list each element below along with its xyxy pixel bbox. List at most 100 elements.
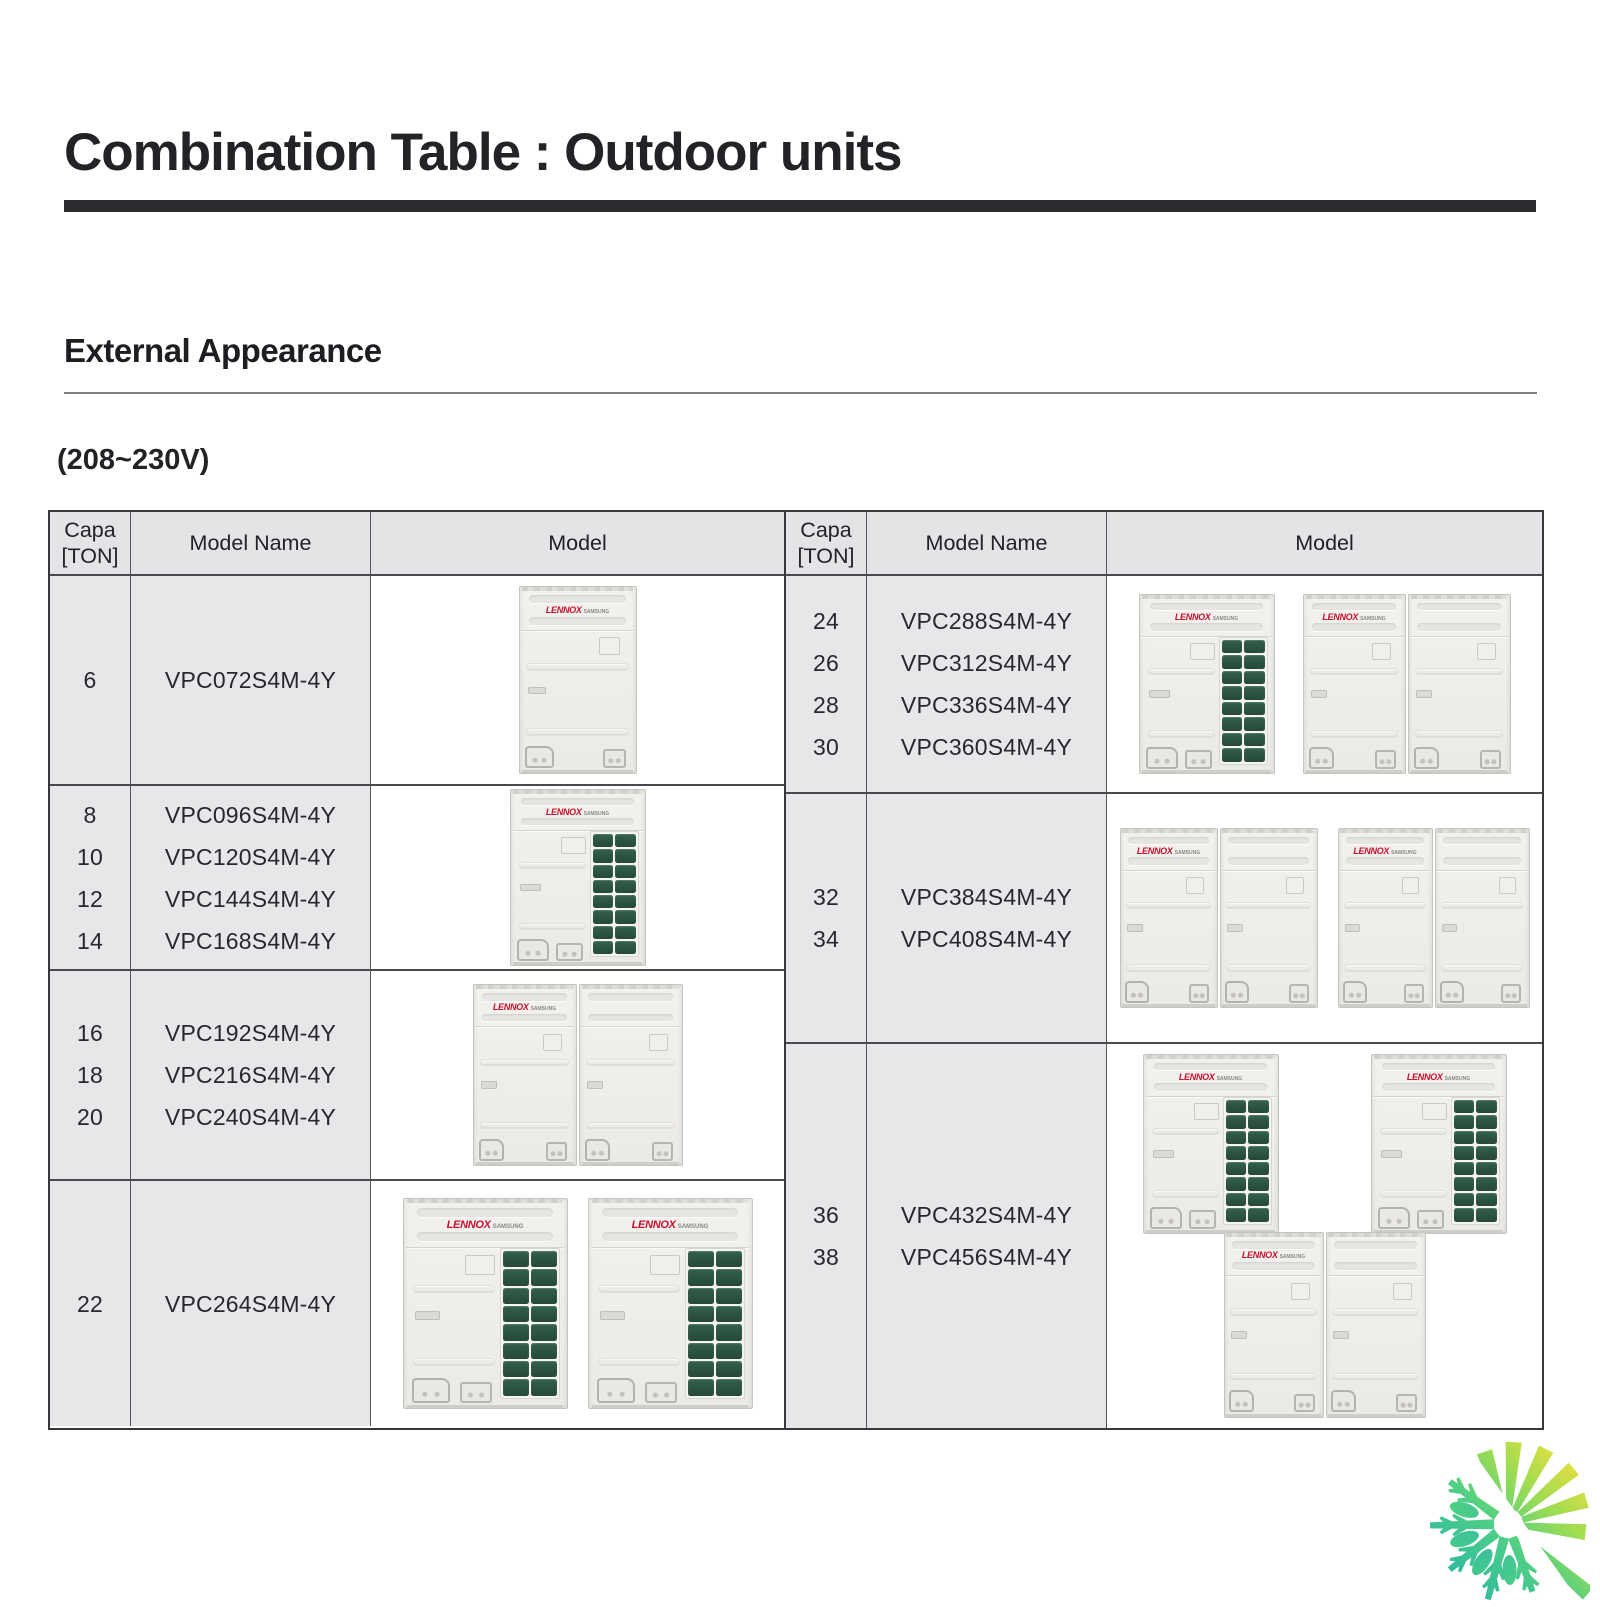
outdoor-unit <box>1434 828 1530 1008</box>
panel-ridge <box>518 861 586 869</box>
outdoor-unit-with-grille: LENNOX SAMSUNG <box>1142 1054 1279 1234</box>
grille-cell <box>502 1379 529 1396</box>
panel-handle <box>527 686 546 695</box>
grille-cell <box>1244 717 1266 731</box>
outdoor-unit: LENNOX SAMSUNG <box>472 984 577 1166</box>
grille-cell <box>530 1306 557 1323</box>
access-panel <box>1285 877 1305 895</box>
model-name: VPC288S4M-4Y <box>900 608 1073 634</box>
table-row: 32 34 VPC384S4M-4Y VPC408S4M-4Y LENNOX SAMSUN… <box>786 792 1542 1042</box>
samsung-logo: SAMSUNG <box>677 1223 709 1230</box>
grille-cell <box>1225 1177 1247 1191</box>
model-image-cell: LENNOX SAMSUNG <box>370 786 784 969</box>
grille-cell <box>715 1269 742 1286</box>
grille-cell <box>1225 1115 1247 1129</box>
model-name: VPC336S4M-4Y <box>900 692 1073 718</box>
capacity-value: 32 <box>813 884 839 910</box>
capacity-cell: 8 10 12 14 <box>50 786 130 969</box>
pipe-connection <box>1396 1393 1417 1413</box>
grille-cell <box>592 895 614 909</box>
panel-ridge <box>1379 1190 1447 1198</box>
unit-combination-image: LENNOX SAMSUNG <box>472 984 683 1166</box>
grille-cell <box>1476 1146 1498 1160</box>
grille-cell <box>530 1269 557 1286</box>
fan-deck <box>1122 829 1215 833</box>
pipe-connection <box>1125 980 1150 1003</box>
vent-slot <box>1128 837 1209 845</box>
grille-cell <box>1476 1099 1498 1114</box>
model-name: VPC432S4M-4Y <box>900 1202 1073 1228</box>
vent-slot <box>601 1232 739 1242</box>
grille-cell <box>1248 1177 1270 1191</box>
panel-handle <box>599 1310 625 1320</box>
capacity-value: 10 <box>77 843 103 870</box>
panel-seam <box>1225 1275 1322 1277</box>
table-header-row: Capa [TON] Model Name Model <box>50 512 784 574</box>
panel-ridge <box>1126 964 1211 972</box>
model-name: VPC264S4M-4Y <box>164 1290 337 1317</box>
grille-cell <box>687 1269 714 1286</box>
table-right-half: Capa [TON] Model Name Model 24 26 28 30 VPC2… <box>784 512 1542 1428</box>
grille-cell <box>530 1360 557 1378</box>
grille-cell <box>1453 1177 1475 1191</box>
panel-ridge <box>1226 901 1311 910</box>
access-panel <box>1477 643 1497 661</box>
model-name: VPC312S4M-4Y <box>900 650 1073 676</box>
pipe-connection <box>1343 980 1367 1003</box>
lennox-logo: LENNOX <box>446 1218 491 1231</box>
outdoor-unit-pair: LENNOX SAMSUNG <box>472 984 683 1166</box>
grille-cell <box>687 1379 714 1396</box>
outdoor-unit: LENNOX SAMSUNG <box>1302 594 1406 774</box>
vent-slot <box>1416 603 1502 611</box>
model-name-cell: VPC192S4M-4Y VPC216S4M-4Y VPC240S4M-4Y <box>130 971 370 1179</box>
outdoor-unit <box>1325 1232 1426 1418</box>
fan-deck <box>521 587 634 591</box>
grille-cell <box>502 1360 529 1378</box>
pipe-connection <box>644 1382 677 1403</box>
unit-base <box>1146 1230 1275 1233</box>
grille-cell <box>1476 1177 1498 1191</box>
section-heading: External Appearance <box>64 332 382 369</box>
grille-cell <box>687 1287 714 1305</box>
pipe-connection <box>584 1138 610 1161</box>
pipe-connection <box>602 749 627 769</box>
grille-cell <box>615 879 637 894</box>
table-row: 22 VPC264S4M-4Y LENNOX SAMSUNG LENNOX SAMSUNG <box>50 1179 784 1426</box>
grille-cell <box>1221 732 1243 747</box>
unit-base <box>1328 1414 1423 1417</box>
panel-handle <box>1152 1150 1174 1158</box>
vent-slot <box>1150 623 1263 631</box>
grille-cell <box>715 1360 742 1378</box>
panel-seam <box>1305 635 1403 637</box>
lennox-logo: LENNOX <box>1241 1250 1278 1261</box>
unit-base <box>1226 1414 1321 1417</box>
header-capa-line2: [TON] <box>797 544 855 568</box>
panel-handle <box>1227 924 1243 932</box>
heat-exchanger-grille <box>1222 1096 1273 1225</box>
unit-logo: LENNOX SAMSUNG <box>1372 1072 1506 1082</box>
unit-logo: LENNOX SAMSUNG <box>1339 846 1432 856</box>
panel-handle <box>519 883 541 892</box>
vent-slot <box>1442 837 1522 845</box>
pipe-connection <box>1331 1390 1356 1413</box>
capacity-value: 30 <box>813 734 839 760</box>
panel-handle <box>1333 1331 1350 1340</box>
fan-deck <box>1222 829 1315 833</box>
header-model-name: Model Name <box>130 512 370 574</box>
unit-base <box>1410 770 1508 773</box>
lennox-logo: LENNOX <box>1174 611 1211 622</box>
vent-slot <box>1154 1063 1267 1071</box>
vent-slot <box>1334 1262 1417 1271</box>
access-panel <box>542 1033 563 1051</box>
panel-ridge <box>1151 1190 1219 1198</box>
samsung-logo: SAMSUNG <box>1212 615 1239 622</box>
panel-ridge <box>1332 1308 1419 1316</box>
panel-ridge <box>1344 964 1426 972</box>
grille-cell <box>1248 1161 1270 1176</box>
panel-handle <box>586 1081 603 1090</box>
pipe-connection <box>517 939 550 961</box>
grille-cell <box>615 940 637 955</box>
unit-base <box>1305 770 1403 773</box>
samsung-logo: SAMSUNG <box>583 810 610 817</box>
panel-seam <box>581 1026 680 1028</box>
